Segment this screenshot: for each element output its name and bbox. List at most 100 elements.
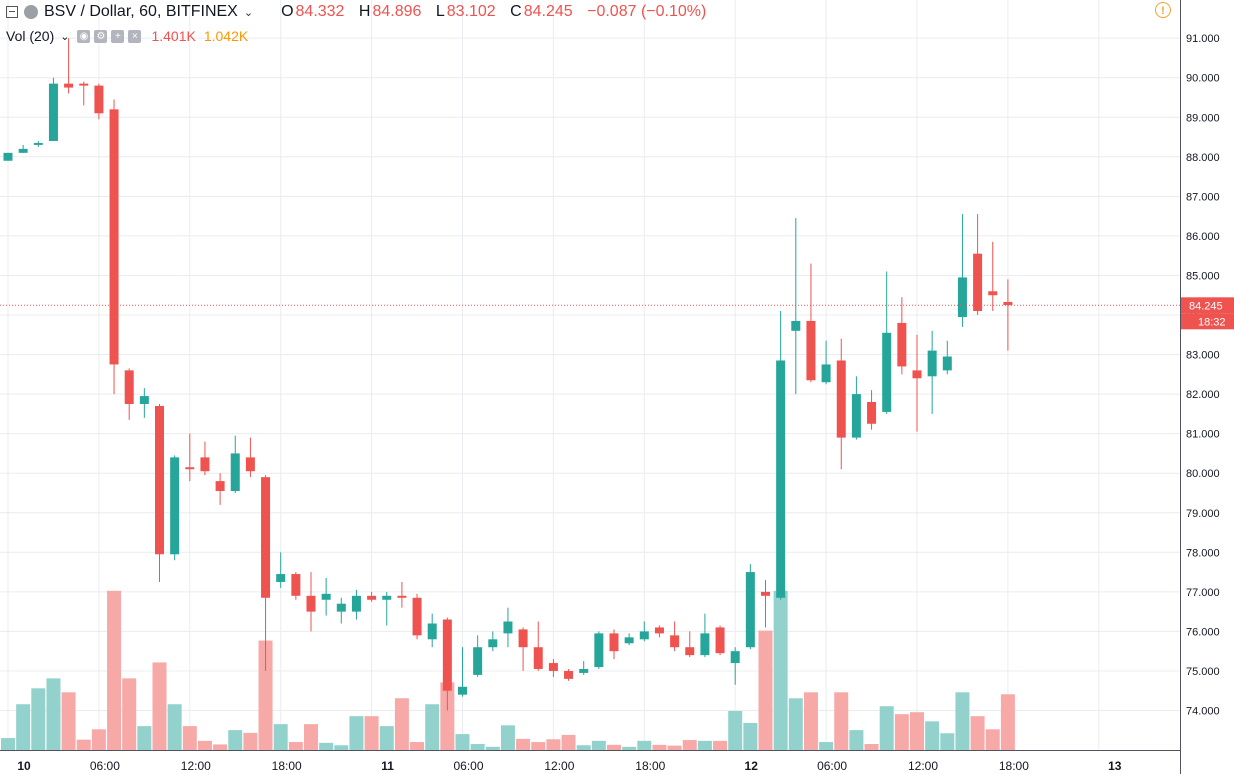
volume-bar xyxy=(61,692,76,750)
price-axis[interactable]: 74.000 75.000 76.000 77.000 78.000 79.000 80.0… xyxy=(1180,0,1234,774)
candle-body xyxy=(942,356,952,371)
volume-bar xyxy=(925,721,940,750)
volume-bar xyxy=(91,729,106,750)
chevron-down-icon[interactable]: ⌄ xyxy=(243,6,254,19)
volume-bar xyxy=(1000,694,1015,750)
volume-bar xyxy=(940,733,955,750)
candle-body xyxy=(109,109,119,365)
price-tick-label: 78.000 xyxy=(1186,547,1220,559)
coin-icon xyxy=(24,5,38,19)
volume-bar xyxy=(470,744,485,750)
price-tick-label: 87.000 xyxy=(1186,191,1220,203)
volume-bar xyxy=(591,740,606,750)
volume-bar xyxy=(682,740,697,750)
volume-bar xyxy=(652,744,667,750)
volume-bar xyxy=(228,730,243,750)
low-value: 83.102 xyxy=(446,3,496,20)
volume-bar xyxy=(197,740,212,750)
candle-body xyxy=(442,619,452,691)
volume-bar xyxy=(182,726,197,750)
volume-label[interactable]: Vol (20) xyxy=(6,28,55,44)
time-tick-label: 18:00 xyxy=(272,759,302,773)
candle-body xyxy=(791,320,801,331)
candle-body xyxy=(230,453,240,491)
volume-bar xyxy=(46,678,61,750)
candle-body xyxy=(503,621,513,634)
time-tick-label: 12:00 xyxy=(544,759,574,773)
candle-body xyxy=(473,647,483,675)
volume-bar xyxy=(773,590,788,750)
close-label: C xyxy=(510,3,522,20)
candle-body xyxy=(715,627,725,654)
eye-icon[interactable]: ◉ xyxy=(77,29,91,43)
plus-icon[interactable]: + xyxy=(111,29,125,43)
volume-bar xyxy=(546,739,561,750)
price-tick-label: 90.000 xyxy=(1186,73,1220,85)
settings-icon[interactable]: ⚙ xyxy=(94,29,108,43)
price-tick-label: 89.000 xyxy=(1186,112,1220,124)
candle-body xyxy=(1003,301,1013,306)
candle-body xyxy=(867,402,877,424)
alert-icon[interactable]: ! xyxy=(1155,2,1171,18)
price-tick-label: 85.000 xyxy=(1186,270,1220,282)
time-tick-label: 12:00 xyxy=(181,759,211,773)
symbol-legend: BSV / Dollar, 60, BITFINEX ⌄ O 84.332 H 84… xyxy=(0,0,708,24)
candle-body xyxy=(245,457,255,472)
volume-bar xyxy=(622,746,637,750)
volume-bar xyxy=(531,742,546,750)
volume-bar xyxy=(864,744,879,750)
candle-body xyxy=(776,360,786,598)
volume-bar xyxy=(319,742,334,750)
candle-body xyxy=(594,633,604,667)
volume-bar xyxy=(31,688,46,750)
volume-bar xyxy=(107,590,122,750)
candle-body xyxy=(897,322,907,367)
candle-body xyxy=(321,593,331,600)
candle-body xyxy=(912,370,922,379)
volume-bar xyxy=(894,714,909,750)
volume-bar xyxy=(970,716,985,750)
time-tick-label: 13 xyxy=(1108,759,1122,773)
candle-body xyxy=(533,647,543,669)
volume-bar xyxy=(273,724,288,750)
collapse-icon[interactable] xyxy=(6,6,18,18)
volume-bar xyxy=(667,745,682,750)
volume-bar xyxy=(819,742,834,750)
time-tick-label: 18:00 xyxy=(999,759,1029,773)
candle-body xyxy=(3,152,13,161)
volume-bar xyxy=(425,704,440,750)
volume-bar xyxy=(76,739,91,750)
candle-body xyxy=(458,686,467,695)
candle-body xyxy=(397,595,407,598)
time-axis[interactable]: 10 06:00 12:00 18:00 11 06:00 12:00 18:00 12 06:0… xyxy=(0,750,1180,774)
price-tick-label: 83.000 xyxy=(1186,350,1220,362)
candle-body xyxy=(624,637,634,644)
volume-value: 1.401K xyxy=(151,28,196,44)
volume-bar xyxy=(834,692,849,750)
chevron-down-icon[interactable]: ⌄ xyxy=(60,30,70,43)
candle-body xyxy=(488,639,498,648)
volume-bar xyxy=(500,725,515,750)
candle-body xyxy=(215,481,225,491)
open-label: O xyxy=(281,3,294,20)
candle-body xyxy=(761,591,770,596)
candle-body xyxy=(988,291,998,296)
volume-bar xyxy=(122,678,137,750)
candle-body xyxy=(94,85,104,114)
candle-body xyxy=(670,635,680,648)
volume-bar xyxy=(364,716,379,750)
symbol-title[interactable]: BSV / Dollar, 60, BITFINEX xyxy=(44,3,238,20)
open-value: 84.332 xyxy=(295,3,345,20)
price-tick-label: 82.000 xyxy=(1186,389,1220,401)
volume-bars xyxy=(1,590,1015,750)
close-icon[interactable]: × xyxy=(128,29,142,43)
candle-body xyxy=(276,574,286,582)
candle-body xyxy=(382,595,392,600)
volume-bar xyxy=(849,730,864,750)
volume-bar xyxy=(137,726,152,750)
volume-bar xyxy=(788,698,803,750)
volume-bar xyxy=(440,682,455,750)
price-tick-label: 76.000 xyxy=(1186,626,1220,638)
volume-bar xyxy=(16,704,31,750)
